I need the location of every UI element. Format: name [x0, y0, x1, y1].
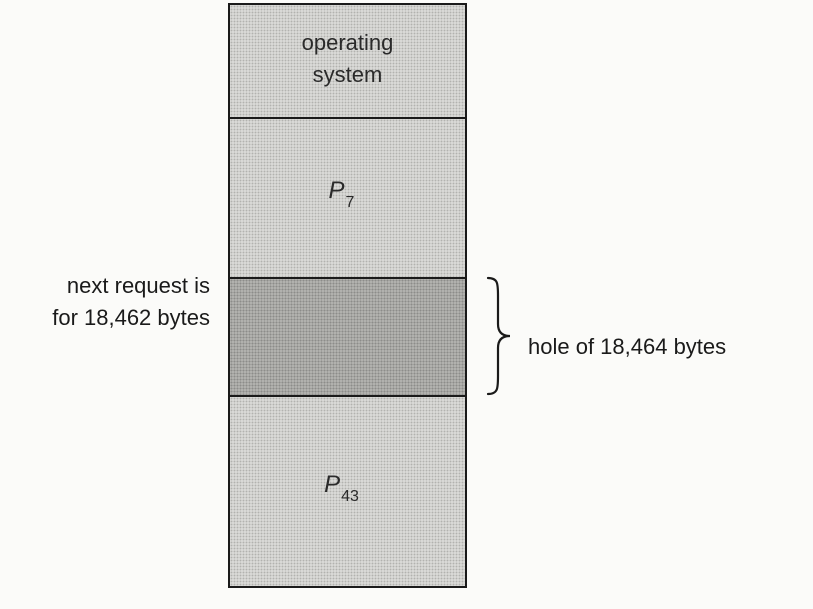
process-p7-block: P7: [230, 117, 465, 277]
next-request-annotation: next request is for 18,462 bytes: [0, 270, 210, 334]
process-p7-label: P7: [230, 177, 465, 212]
memory-column: operating system P7 P43: [228, 3, 467, 588]
request-line-1: next request is: [66, 273, 210, 298]
curly-brace-icon: [486, 276, 511, 396]
os-label-line-1: operating: [301, 30, 394, 55]
memory-hole-block: [230, 277, 465, 395]
process-p43-label: P43: [230, 471, 465, 506]
hole-size-label: hole of 18,464 bytes: [528, 334, 727, 359]
process-p7-name: P: [328, 177, 345, 204]
process-p43-block: P43: [230, 395, 465, 586]
operating-system-block: operating system: [230, 5, 465, 117]
process-p43-subscript: 43: [341, 488, 359, 505]
request-line-2: for 18,462 bytes: [52, 305, 210, 330]
process-p43-name: P: [324, 471, 341, 498]
operating-system-label: operating system: [230, 27, 465, 91]
process-p7-subscript: 7: [345, 194, 355, 211]
os-label-line-2: system: [312, 62, 383, 87]
